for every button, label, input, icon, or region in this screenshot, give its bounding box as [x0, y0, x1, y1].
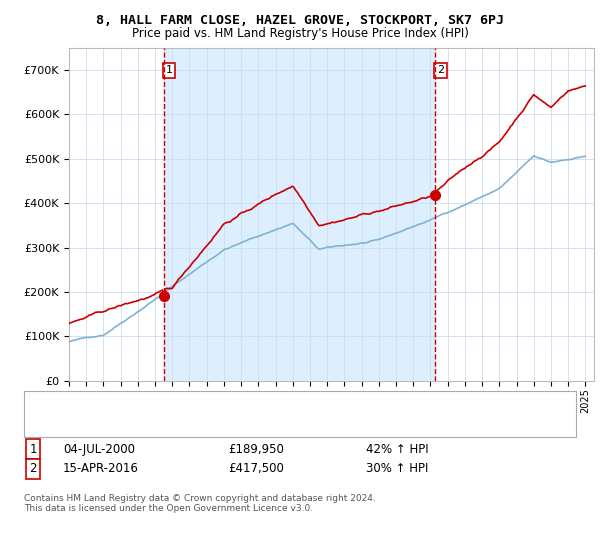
Text: 2: 2 — [437, 66, 445, 76]
Bar — [164, 48, 436, 381]
Text: 8, HALL FARM CLOSE, HAZEL GROVE, STOCKPORT, SK7 6PJ: 8, HALL FARM CLOSE, HAZEL GROVE, STOCKPO… — [96, 14, 504, 27]
Text: Contains HM Land Registry data © Crown copyright and database right 2024.
This d: Contains HM Land Registry data © Crown c… — [24, 494, 376, 514]
Text: 2: 2 — [29, 462, 37, 475]
Text: ————: ———— — [36, 398, 86, 412]
Text: 1: 1 — [166, 66, 172, 76]
Text: 04-JUL-2000: 04-JUL-2000 — [63, 442, 135, 456]
Text: Price paid vs. HM Land Registry's House Price Index (HPI): Price paid vs. HM Land Registry's House … — [131, 27, 469, 40]
Text: 1: 1 — [29, 442, 37, 456]
Text: ————: ———— — [36, 415, 86, 428]
Text: £189,950: £189,950 — [228, 442, 284, 456]
Text: HPI: Average price, detached house, Stockport: HPI: Average price, detached house, Stoc… — [87, 417, 331, 427]
Text: 42% ↑ HPI: 42% ↑ HPI — [366, 442, 428, 456]
Text: 15-APR-2016: 15-APR-2016 — [63, 462, 139, 475]
Text: £417,500: £417,500 — [228, 462, 284, 475]
Text: 8, HALL FARM CLOSE, HAZEL GROVE, STOCKPORT, SK7 6PJ (detached house): 8, HALL FARM CLOSE, HAZEL GROVE, STOCKPO… — [87, 400, 486, 410]
Text: 30% ↑ HPI: 30% ↑ HPI — [366, 462, 428, 475]
